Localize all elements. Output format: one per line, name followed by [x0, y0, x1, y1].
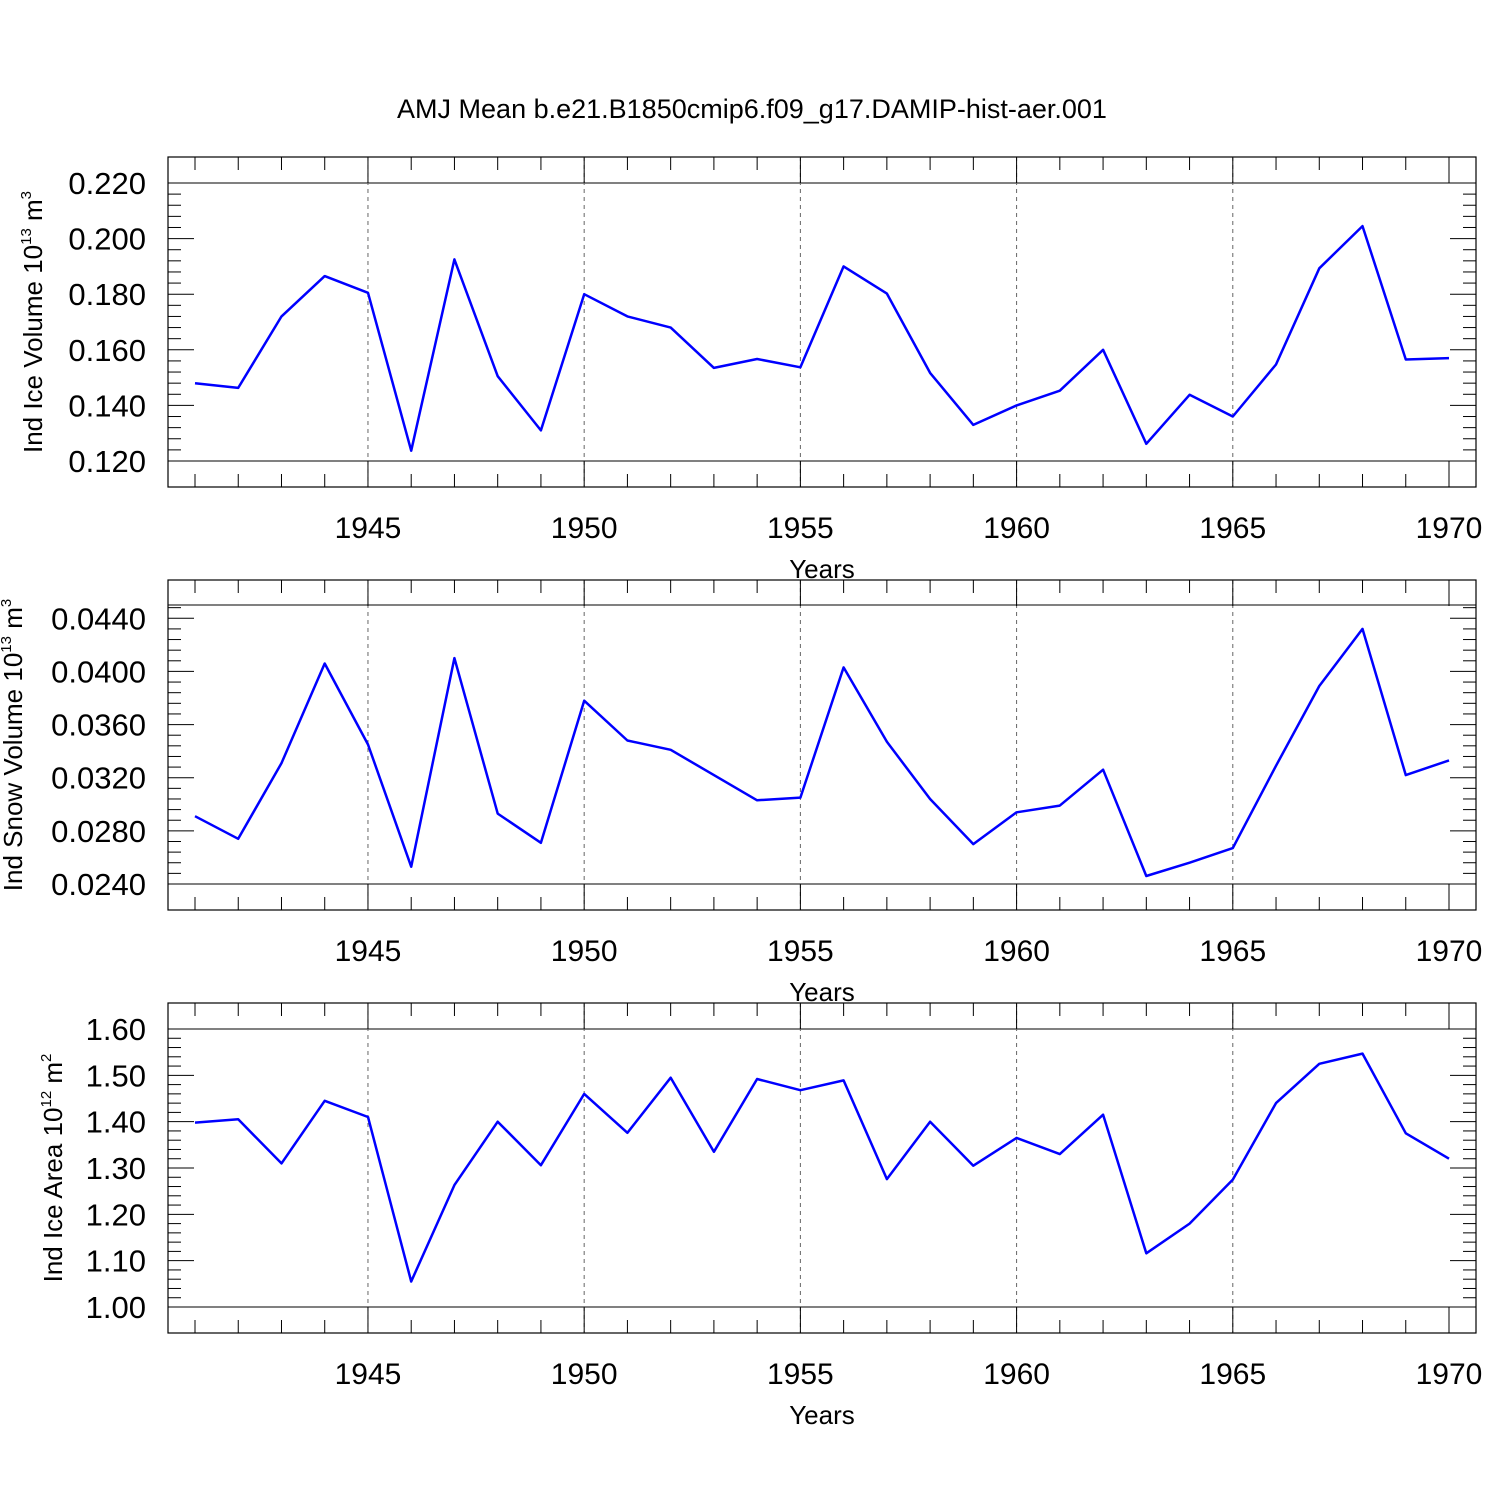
x-tick-label: 1955: [767, 1358, 834, 1391]
x-tick-label: 1955: [767, 935, 834, 968]
chart-panel-2: 0.0240 0.0280 0.0320 0.0360 0.0400 0.0440 1945…: [0, 579, 1483, 1007]
y-tick-label: 1.50: [86, 1058, 146, 1093]
series-line: [194, 627, 1450, 878]
y-axis-label-unit: m: [18, 199, 48, 228]
x-tick-label: 1945: [335, 512, 402, 545]
y-axis-label-exponent: 12: [38, 1091, 55, 1108]
plot-frame: [167, 579, 1477, 911]
y-axis-label: Ind Ice Area 1012 m2: [38, 1054, 68, 1283]
chart-panel-1: 0.120 0.140 0.160 0.180 0.200 0.220 1945 1950 19…: [18, 156, 1483, 584]
x-tick-label: 1945: [335, 1358, 402, 1391]
y-tick-label: 1.00: [86, 1290, 146, 1325]
y-tick-label: 0.220: [68, 166, 146, 201]
x-tick-label: 1960: [983, 1358, 1050, 1391]
y-tick-label: 0.180: [68, 277, 146, 312]
y-axis-label-unit: m: [38, 1062, 68, 1091]
y-tick-label: 0.0360: [51, 708, 146, 743]
y-tick-label: 1.40: [86, 1105, 146, 1140]
y-tick-label: 0.0440: [51, 601, 146, 636]
x-tick-label: 1970: [1416, 935, 1483, 968]
y-tick-label: 0.120: [68, 444, 146, 479]
x-tick-label: 1970: [1416, 1358, 1483, 1391]
chart-panels: 0.120 0.140 0.160 0.180 0.200 0.220 1945 1950 19…: [0, 156, 1483, 1430]
y-tick-label: 0.0280: [51, 814, 146, 849]
y-axis-label-main: Ind Ice Volume 10: [18, 245, 48, 453]
plot-frame: [167, 156, 1477, 488]
y-axis-label-exponent: 13: [0, 636, 15, 653]
series-line: [194, 1052, 1450, 1283]
y-tick-label: 0.160: [68, 333, 146, 368]
chart-title: AMJ Mean b.e21.B1850cmip6.f09_g17.DAMIP-…: [397, 94, 1107, 124]
y-axis-label-exponent: 13: [18, 228, 35, 245]
x-tick-label: 1950: [551, 935, 618, 968]
y-tick-label: 1.30: [86, 1151, 146, 1186]
y-tick-label: 0.0400: [51, 654, 146, 689]
x-tick-label: 1965: [1199, 1358, 1266, 1391]
y-axis-label-unit-exponent: 3: [0, 599, 15, 607]
x-tick-label: 1950: [551, 512, 618, 545]
x-tick-label: 1950: [551, 1358, 618, 1391]
y-axis-label: Ind Ice Volume 1013 m3: [18, 191, 48, 453]
y-axis-label: Ind Snow Volume 1013 m3: [0, 599, 28, 891]
x-tick-label: 1960: [983, 935, 1050, 968]
y-axis-label-main: Ind Ice Area 10: [38, 1108, 68, 1283]
x-axis-label: Years: [789, 977, 855, 1007]
chart-panel-3: 1.00 1.10 1.20 1.30 1.40 1.50 1.60 1945 1950 1955…: [38, 1002, 1483, 1430]
x-axis-label: Years: [789, 1400, 855, 1430]
y-tick-label: 0.0320: [51, 761, 146, 796]
y-tick-label: 1.10: [86, 1244, 146, 1279]
y-tick-label: 0.0240: [51, 867, 146, 902]
x-tick-label: 1960: [983, 512, 1050, 545]
x-tick-label: 1965: [1199, 935, 1266, 968]
y-tick-label: 1.20: [86, 1197, 146, 1232]
y-tick-label: 0.140: [68, 388, 146, 423]
y-axis-label-unit-exponent: 2: [38, 1054, 55, 1062]
y-tick-label: 0.200: [68, 222, 146, 257]
y-axis-label-unit-exponent: 3: [18, 191, 35, 199]
x-tick-label: 1970: [1416, 512, 1483, 545]
series-line: [194, 224, 1450, 452]
y-axis-label-main: Ind Snow Volume 10: [0, 653, 28, 892]
x-axis-label: Years: [789, 554, 855, 584]
x-tick-label: 1955: [767, 512, 834, 545]
y-tick-label: 1.60: [86, 1012, 146, 1047]
y-axis-label-unit: m: [0, 607, 28, 636]
x-tick-label: 1945: [335, 935, 402, 968]
x-tick-label: 1965: [1199, 512, 1266, 545]
plot-frame: [167, 1002, 1477, 1334]
